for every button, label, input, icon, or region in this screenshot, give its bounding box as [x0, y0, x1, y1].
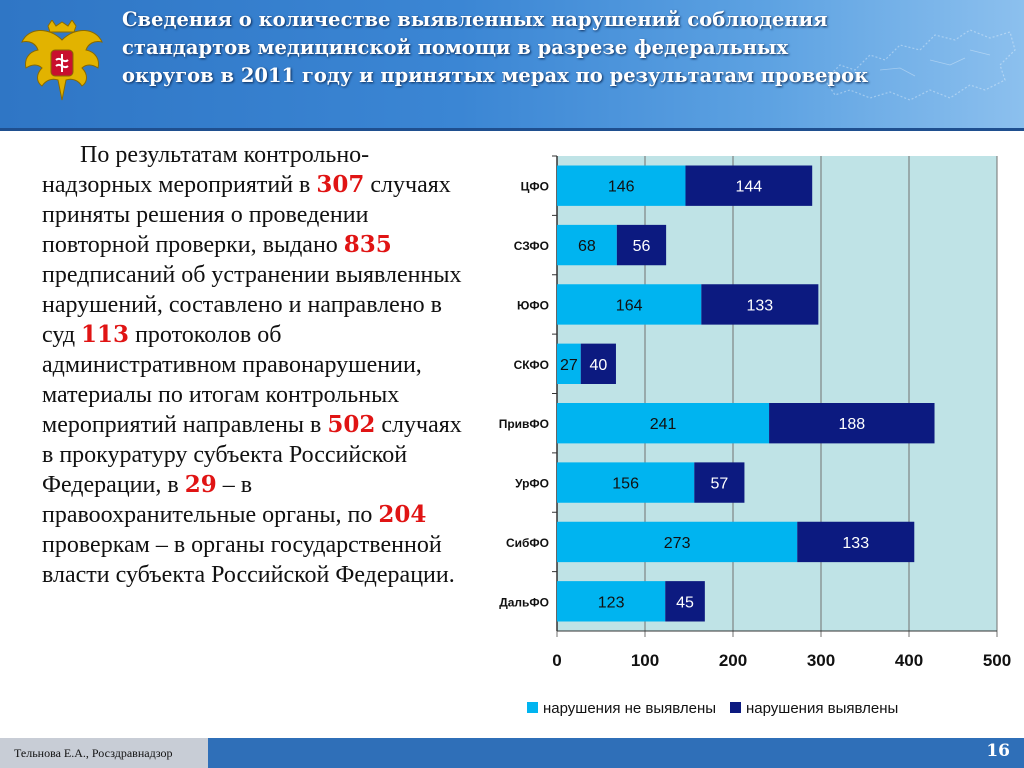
data-label: 146 [608, 179, 635, 196]
y-category-label: СибФО [506, 536, 549, 550]
x-tick-label: 100 [631, 651, 659, 670]
page-number: 16 [986, 741, 1010, 761]
footer-author: Тельнова Е.А., Росздравнадзор [14, 746, 173, 760]
data-label: 56 [633, 238, 651, 255]
y-category-label: СКФО [514, 358, 549, 372]
violations-bar-chart: 0 100 200 300 400 500 ЦФО 146 144 СЗФО 68 56 ЮФО 164 1… [499, 155, 1011, 717]
bar-segment [557, 462, 695, 503]
data-label: 188 [838, 416, 865, 433]
highlight-number: 307 [316, 171, 365, 198]
data-label: 45 [676, 594, 694, 611]
x-tick-label: 400 [895, 651, 923, 670]
y-category-label: УрФО [515, 477, 549, 491]
y-category-label: ЮФО [517, 298, 549, 312]
y-category-label: ДальФО [499, 595, 549, 609]
page-title: Сведения о количестве выявленных нарушен… [122, 8, 869, 87]
header-divider [0, 128, 1024, 131]
data-label: 27 [560, 357, 578, 374]
bar-segment [557, 343, 581, 384]
highlight-number: 502 [327, 411, 376, 438]
coat-of-arms-icon [21, 20, 103, 101]
y-category-label: ЦФО [521, 180, 549, 194]
x-tick-label: 300 [807, 651, 835, 670]
bar-segment [694, 462, 745, 503]
data-label: 241 [650, 416, 677, 433]
data-label: 123 [598, 594, 625, 611]
bar-segment [557, 224, 617, 266]
bar-segment [557, 521, 798, 563]
data-label: 133 [746, 297, 773, 314]
russia-map-decoration [824, 29, 1016, 101]
summary-text-part: случаях приняты решения о проведении пов… [42, 172, 451, 258]
legend-label: нарушения выявлены [746, 700, 898, 717]
data-label: 57 [710, 476, 728, 493]
summary-text-part: протоколов об административном правонару… [42, 322, 422, 438]
x-tick-label: 200 [719, 651, 747, 670]
bar-segment [797, 521, 915, 563]
data-label: 40 [589, 357, 607, 374]
y-category-label: СЗФО [514, 239, 549, 253]
bar-segment [580, 343, 616, 384]
data-label: 164 [616, 297, 643, 314]
x-tick-label: 500 [983, 651, 1011, 670]
bar-segment [665, 581, 705, 622]
bar-segment [685, 165, 813, 206]
footer-author-box [0, 738, 208, 768]
data-label: 133 [842, 535, 869, 552]
highlight-number: 29 [184, 471, 217, 498]
bar-segment [557, 284, 702, 325]
legend-label: нарушения не выявлены [543, 700, 716, 717]
bar-segment [701, 284, 819, 325]
summary-text-part: По результатам контрольно-надзорных меро… [42, 142, 370, 198]
legend-swatch [730, 702, 741, 713]
bar-segment [616, 224, 667, 266]
header-banner [0, 0, 1024, 128]
summary-text: По результатам контрольно-надзорных меро… [42, 140, 467, 590]
legend-swatch [527, 702, 538, 713]
data-label: 156 [612, 476, 639, 493]
bar-segment [557, 581, 666, 622]
bar-segment [557, 403, 770, 444]
highlight-number: 113 [81, 321, 130, 348]
highlight-number: 835 [343, 231, 392, 258]
summary-text-part: – в правоохранительные органы, по [42, 472, 379, 528]
bar-segment [557, 165, 686, 206]
data-label: 273 [664, 535, 691, 552]
y-category-label: ПривФО [499, 417, 549, 431]
summary-text-part: случаях в прокуратуру субъекта Российско… [42, 412, 462, 498]
x-tick-label: 0 [552, 651, 561, 670]
summary-text-part: предписаний об устранении выявленных нар… [42, 262, 462, 348]
highlight-number: 204 [378, 501, 427, 528]
data-label: 144 [735, 179, 762, 196]
data-label: 68 [578, 238, 596, 255]
bar-segment [769, 403, 935, 444]
summary-text-part: проверкам – в органы государственной вла… [42, 532, 455, 588]
